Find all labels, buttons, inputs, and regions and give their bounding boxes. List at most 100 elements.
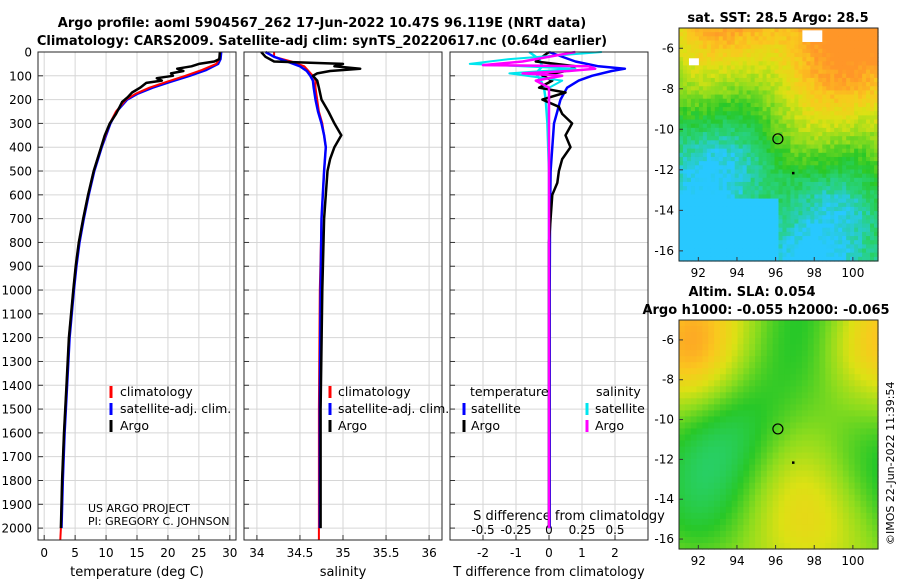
map-cell [698, 156, 704, 162]
map-cell [762, 111, 768, 116]
map-cell [770, 111, 776, 116]
map-cell [822, 73, 827, 79]
map-cell [822, 202, 827, 208]
map-cell [725, 464, 733, 472]
map-cell [850, 86, 855, 92]
map-cell [818, 236, 823, 241]
map-cell [822, 169, 827, 175]
depth-tick-label: 300 [9, 117, 32, 131]
map-cell [722, 132, 728, 137]
map-cell [722, 73, 728, 79]
map-cell [801, 518, 809, 526]
map-cell [838, 177, 843, 183]
map-cell [846, 123, 851, 129]
map-cell [694, 77, 700, 83]
map-cell [866, 488, 873, 496]
map-cell [726, 177, 732, 183]
lon-tick-label: 92 [691, 554, 706, 568]
map-cell [786, 190, 792, 196]
map-cell [810, 94, 815, 100]
map-cell [802, 236, 807, 241]
map-cell [830, 219, 835, 225]
map-cell [742, 107, 748, 112]
map-cell [806, 236, 811, 241]
map-cell [806, 165, 811, 171]
map-cell [682, 140, 688, 146]
map-cell [743, 392, 750, 399]
map-cell [754, 165, 760, 171]
map-cell [772, 440, 780, 448]
map-cell [874, 90, 879, 96]
map-cell [766, 244, 772, 250]
map-cell [822, 48, 827, 54]
map-cell [750, 102, 756, 108]
map-cell [872, 326, 879, 333]
map-cell [742, 86, 748, 92]
map-cell [834, 244, 839, 250]
map-cell [854, 202, 859, 208]
map-cell [813, 530, 821, 538]
map-cell [790, 416, 797, 424]
map-cell [838, 119, 843, 125]
map-cell [694, 32, 700, 37]
depth-tick-label: 400 [9, 141, 32, 155]
map-cell [766, 240, 772, 245]
map-cell [738, 132, 744, 137]
map-cell [818, 69, 823, 75]
map-cell [762, 190, 768, 196]
map-cell [782, 65, 788, 71]
map-cell [790, 223, 796, 229]
map-cell [746, 86, 752, 92]
map-cell [742, 252, 748, 258]
map-cell [718, 115, 724, 121]
land-mask [802, 30, 823, 42]
map-cell [774, 57, 780, 62]
map-cell [810, 86, 815, 92]
map-cell [722, 82, 728, 87]
map-cell [682, 156, 688, 162]
map-cell [722, 252, 728, 258]
map-cell [718, 44, 724, 50]
map-cell [772, 518, 780, 526]
map-cell [706, 28, 712, 33]
map-cell [810, 140, 815, 146]
map-cell [794, 252, 799, 258]
map-cell [854, 82, 859, 87]
map-cell [842, 28, 847, 33]
map-cell [754, 94, 760, 100]
map-cell [801, 380, 809, 387]
map-cell [801, 332, 809, 339]
depth-tick-label: 700 [9, 212, 32, 226]
map-cell [755, 404, 762, 411]
map-cell [726, 169, 732, 175]
map-cell [860, 344, 867, 351]
map-cell [690, 73, 696, 79]
map-cell [826, 215, 831, 220]
map-cell [848, 332, 856, 339]
map-cell [696, 530, 704, 538]
map-cell [755, 386, 762, 393]
map-cell [814, 48, 819, 54]
map-cell [786, 107, 792, 112]
map-cell [737, 344, 744, 351]
map-cell [830, 32, 835, 37]
map-cell [801, 416, 809, 424]
map-cell [734, 107, 740, 112]
map-cell [802, 148, 807, 154]
map-cell [822, 90, 827, 96]
map-cell [696, 338, 704, 345]
map-cell [766, 86, 772, 92]
map-cell [802, 152, 807, 158]
x-tick-label: 34.5 [287, 546, 314, 560]
map-cell [746, 82, 752, 87]
map-cell [846, 140, 851, 146]
map-cell [810, 40, 815, 46]
map-cell [838, 73, 843, 79]
map-cell [870, 44, 875, 50]
map-cell [866, 542, 873, 550]
map-cell [834, 65, 839, 71]
map-cell [722, 244, 728, 250]
map-cell [737, 500, 744, 508]
map-cell [819, 386, 826, 393]
map-cell [802, 44, 807, 50]
